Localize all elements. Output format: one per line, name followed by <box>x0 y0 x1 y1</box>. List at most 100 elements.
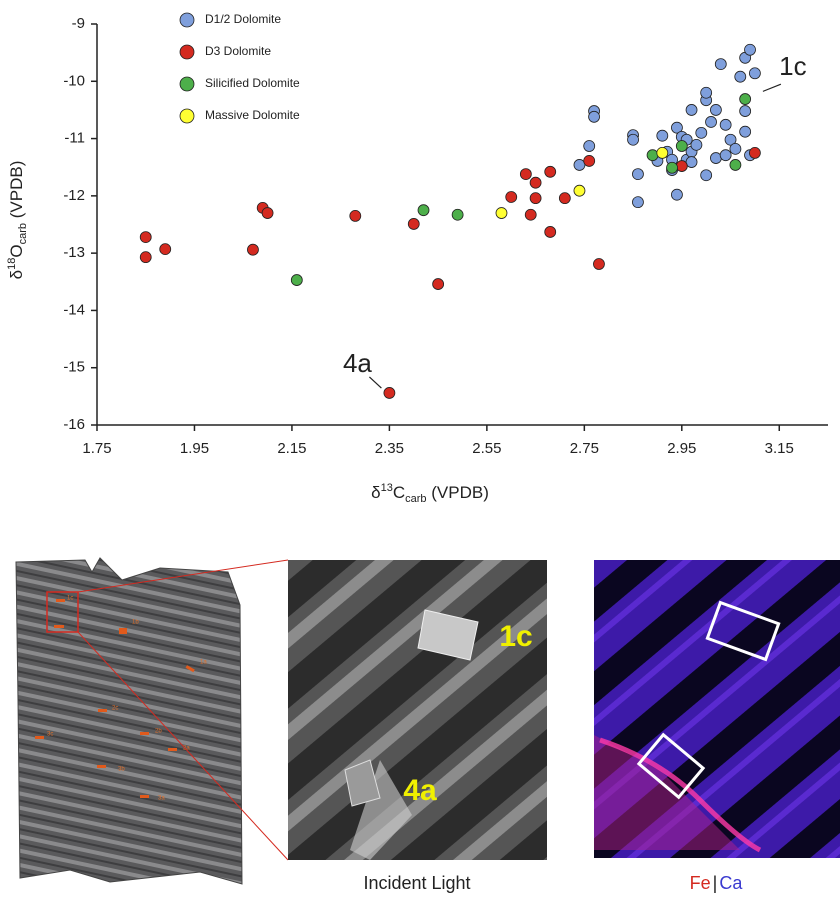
point <box>701 170 712 181</box>
point <box>545 166 556 177</box>
point <box>628 134 639 145</box>
incident-light-panel <box>288 560 547 860</box>
y-tick-label: -11 <box>64 130 85 147</box>
point <box>506 192 517 203</box>
point <box>545 226 556 237</box>
point <box>632 169 643 180</box>
x-label-part: carb <box>405 493 426 505</box>
core-label: 3a <box>158 796 165 802</box>
point <box>749 147 760 158</box>
x-tick-label: 1.75 <box>82 440 111 457</box>
x-label-part: 13 <box>381 482 393 494</box>
y-tick-label: -9 <box>72 15 85 32</box>
y-tick-label: -14 <box>63 301 85 318</box>
core-label: 2a <box>183 746 190 752</box>
point <box>657 130 668 141</box>
core-label: 3b <box>118 767 125 773</box>
y-label-part: δ <box>7 270 26 279</box>
image-label: 1c <box>499 620 532 653</box>
point <box>686 104 697 115</box>
point <box>735 71 746 82</box>
point <box>676 161 687 172</box>
caption: Incident Light <box>363 873 470 893</box>
core-label: 2c <box>112 706 118 712</box>
point <box>589 111 600 122</box>
y-label-part: O <box>7 244 26 257</box>
point <box>632 197 643 208</box>
annotation: 1c <box>779 51 806 81</box>
point <box>691 139 702 150</box>
point <box>593 259 604 270</box>
annotation-leader <box>763 84 781 91</box>
image-label: 4a <box>403 774 437 807</box>
figure: 1c1b1a2c2b2a3c3b3a Incident Light Fe|Ca … <box>0 0 840 894</box>
y-tick-label: -12 <box>63 187 85 204</box>
map-caption: Fe|Ca <box>690 873 744 893</box>
y-axis-title: δ18Ocarb (VPDB) <box>6 161 29 280</box>
point <box>740 126 751 137</box>
x-tick-label: 3.15 <box>765 440 794 457</box>
point <box>530 177 541 188</box>
point <box>525 209 536 220</box>
point <box>715 59 726 70</box>
point <box>160 244 171 255</box>
point <box>559 193 570 204</box>
point <box>730 143 741 154</box>
point <box>350 210 361 221</box>
point <box>418 205 429 216</box>
point <box>657 147 668 158</box>
point <box>710 153 721 164</box>
point <box>520 169 531 180</box>
legend-label: D1/2 Dolomite <box>205 12 281 26</box>
legend-marker <box>180 45 194 59</box>
y-tick-label: -10 <box>63 72 85 89</box>
point <box>140 232 151 243</box>
y-tick-label: -15 <box>63 359 85 376</box>
legend-marker <box>180 77 194 91</box>
point <box>408 218 419 229</box>
core-label: 1a <box>200 660 207 666</box>
point <box>384 387 395 398</box>
point <box>720 150 731 161</box>
core-label: 1b <box>132 620 139 626</box>
point <box>584 141 595 152</box>
x-axis-title: δ13Ccarb (VPDB) <box>371 482 489 505</box>
legend-marker <box>180 13 194 27</box>
point <box>676 141 687 152</box>
point <box>452 209 463 220</box>
point <box>647 150 658 161</box>
y-label-part: 18 <box>6 258 18 270</box>
annotation: 4a <box>343 348 372 378</box>
point <box>701 87 712 98</box>
ca-label: Ca <box>719 873 743 893</box>
point <box>740 106 751 117</box>
fe-label: Fe <box>690 873 711 893</box>
point <box>667 162 678 173</box>
x-label-part: C <box>393 483 405 502</box>
y-label-part: (VPDB) <box>7 161 26 223</box>
x-tick-label: 2.15 <box>277 440 306 457</box>
point <box>696 127 707 138</box>
point <box>671 189 682 200</box>
core-label: 2b <box>155 729 162 735</box>
point <box>745 44 756 55</box>
point <box>496 208 507 219</box>
x-tick-label: 2.75 <box>570 440 599 457</box>
x-label-part: (VPDB) <box>427 483 489 502</box>
element-map-panel <box>594 560 840 858</box>
point <box>749 68 760 79</box>
point <box>584 155 595 166</box>
legend-label: Silicified Dolomite <box>205 76 300 90</box>
point <box>574 185 585 196</box>
y-tick-label: -13 <box>63 244 85 261</box>
point <box>720 119 731 130</box>
point <box>706 116 717 127</box>
point <box>740 94 751 105</box>
legend-label: D3 Dolomite <box>205 44 271 58</box>
legend-label: Massive Dolomite <box>205 108 300 122</box>
point <box>140 252 151 263</box>
x-label-part: δ <box>371 483 380 502</box>
point <box>247 244 258 255</box>
x-tick-label: 2.55 <box>472 440 501 457</box>
